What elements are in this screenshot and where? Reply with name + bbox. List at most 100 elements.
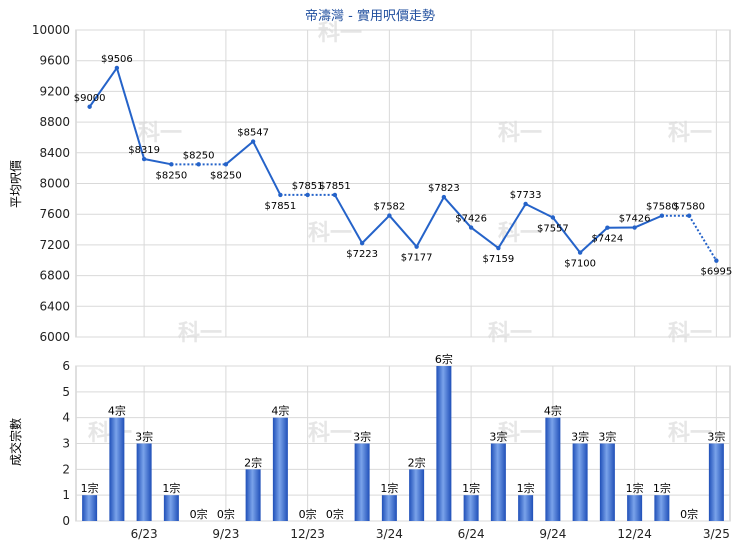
bar-y-tick-label: 2	[62, 462, 70, 476]
line-data-label: $7426	[619, 214, 651, 225]
line-segment	[579, 226, 609, 254]
line-point	[468, 225, 474, 230]
bar-y-tick-label: 1	[62, 488, 70, 502]
x-tick-label: 9/24	[539, 527, 566, 541]
line-point	[196, 162, 201, 167]
bar-data-label: 1宗	[462, 481, 480, 495]
bar	[136, 443, 152, 521]
line-y-tick-label: 6000	[39, 330, 70, 344]
bar-data-label: 1宗	[81, 481, 99, 495]
bar	[518, 495, 534, 521]
line-data-label: $7733	[510, 190, 542, 201]
bar-plot: 0 1 2 3 4 5 6 6/23 9/23 12/23 3/24 6/24 9/24 12/24 3/2…	[62, 352, 729, 541]
bar-y-axis-label: 成交宗數	[8, 418, 23, 466]
line-data-label: $8547	[237, 128, 269, 139]
line-y-tick-label: 8000	[39, 177, 70, 191]
bar	[409, 469, 425, 521]
line-segment	[497, 203, 527, 249]
line-segment	[143, 158, 172, 166]
line-data-label: $7851	[292, 181, 324, 192]
bar-y-tick-label: 3	[62, 437, 70, 451]
bar	[490, 443, 506, 521]
bar-data-label: 0宗	[299, 507, 317, 521]
line-point	[359, 240, 365, 246]
line-data-label: $7159	[482, 254, 514, 265]
line-point	[141, 156, 147, 162]
line-point	[387, 213, 392, 218]
bar	[436, 366, 452, 521]
line-point	[250, 139, 256, 144]
line-data-label: $7582	[373, 202, 405, 213]
line-y-tick-label: 8400	[39, 146, 70, 160]
bar-data-label: 1宗	[626, 481, 644, 495]
line-y-axis-label: 平均呎價	[9, 160, 23, 208]
line-segment	[115, 67, 146, 160]
bar-y-tick-label: 0	[62, 514, 70, 528]
line-y-tick-label: 7200	[39, 238, 70, 252]
line-point	[305, 192, 310, 198]
line-point	[332, 192, 338, 198]
line-data-label: $8250	[183, 150, 215, 161]
watermark-text: 科一	[178, 321, 222, 346]
line-segment	[525, 203, 554, 219]
line-segment	[415, 196, 445, 248]
line-point	[714, 258, 719, 263]
bar	[381, 495, 397, 521]
line-segment	[388, 214, 418, 248]
line-y-tick-label: 6400	[39, 299, 70, 313]
x-tick-label: 9/23	[212, 527, 239, 541]
watermark-text: 科一	[488, 321, 532, 346]
line-segment	[252, 141, 282, 196]
line-point	[523, 201, 528, 207]
bar-data-label: 3宗	[598, 430, 616, 444]
bar	[245, 469, 261, 521]
x-tick-label: 12/24	[617, 527, 652, 541]
line-data-label: $7580	[646, 202, 678, 213]
line-point	[686, 213, 692, 218]
bar-data-label: 2宗	[244, 455, 262, 469]
line-data-label: $6995	[700, 267, 732, 278]
line-point	[441, 194, 447, 200]
bar-data-label: 1宗	[380, 481, 398, 495]
line-data-label: $7823	[428, 183, 460, 194]
bar-data-label: 4宗	[544, 404, 562, 418]
line-point	[605, 225, 610, 230]
line-segment	[470, 226, 499, 249]
line-data-label: $7851	[264, 201, 296, 212]
line-segment	[634, 214, 663, 229]
x-tick-label: 6/23	[131, 527, 158, 541]
line-point	[577, 250, 583, 255]
line-data-label: $8250	[155, 170, 187, 181]
grid-layer	[75, 29, 731, 522]
bar	[599, 443, 615, 521]
line-data-label: $8250	[210, 170, 242, 181]
bar	[708, 443, 724, 521]
line-data-label: $9506	[101, 54, 133, 65]
line-data-label: $7426	[455, 214, 487, 225]
bar-data-label: 0宗	[680, 507, 698, 521]
x-tick-label: 12/23	[290, 527, 325, 541]
line-point	[496, 245, 501, 251]
line-data-label: $7580	[673, 202, 705, 213]
bar-y-tick-label: 6	[62, 359, 70, 373]
line-segment	[334, 194, 363, 244]
line-y-tick-label: 6800	[39, 269, 70, 283]
line-y-tick-label: 10000	[32, 23, 70, 37]
line-segment	[443, 196, 472, 229]
x-tick-label: 6/24	[458, 527, 485, 541]
bar	[82, 495, 98, 521]
line-point	[223, 162, 229, 167]
line-data-label: $7424	[591, 234, 623, 245]
watermark-text: 科一	[668, 421, 712, 446]
line-point	[278, 192, 283, 198]
watermark-text: 科一	[668, 121, 712, 146]
bar-data-label: 2宗	[408, 455, 426, 469]
bar	[627, 495, 643, 521]
watermark-text: 科一	[308, 221, 352, 246]
bar-data-label: 3宗	[707, 430, 725, 444]
bar	[654, 495, 670, 521]
line-data-label: $7223	[346, 249, 378, 260]
line-y-tick-label: 7600	[39, 207, 70, 221]
line-point	[632, 225, 637, 230]
